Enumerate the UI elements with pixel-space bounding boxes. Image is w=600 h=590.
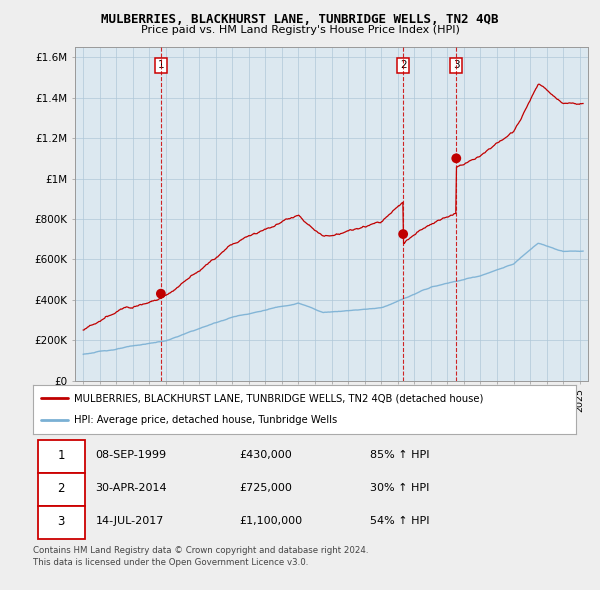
Text: 54% ↑ HPI: 54% ↑ HPI [370,516,429,526]
Point [156,289,166,299]
FancyBboxPatch shape [38,473,85,506]
Text: 85% ↑ HPI: 85% ↑ HPI [370,450,429,460]
Text: 30% ↑ HPI: 30% ↑ HPI [370,483,429,493]
Text: This data is licensed under the Open Government Licence v3.0.: This data is licensed under the Open Gov… [33,558,308,566]
Text: 2: 2 [400,60,406,70]
Point [398,230,408,239]
Text: 08-SEP-1999: 08-SEP-1999 [95,450,167,460]
Point [451,153,461,163]
Text: £430,000: £430,000 [239,450,292,460]
Text: MULBERRIES, BLACKHURST LANE, TUNBRIDGE WELLS, TN2 4QB (detached house): MULBERRIES, BLACKHURST LANE, TUNBRIDGE W… [74,394,483,404]
Text: 1: 1 [58,448,65,462]
Text: £1,100,000: £1,100,000 [239,516,302,526]
Text: 3: 3 [453,60,460,70]
Text: Contains HM Land Registry data © Crown copyright and database right 2024.: Contains HM Land Registry data © Crown c… [33,546,368,555]
Text: 30-APR-2014: 30-APR-2014 [95,483,167,493]
Text: £725,000: £725,000 [239,483,292,493]
FancyBboxPatch shape [38,440,85,473]
Text: HPI: Average price, detached house, Tunbridge Wells: HPI: Average price, detached house, Tunb… [74,415,337,425]
Text: MULBERRIES, BLACKHURST LANE, TUNBRIDGE WELLS, TN2 4QB: MULBERRIES, BLACKHURST LANE, TUNBRIDGE W… [101,13,499,26]
Text: 3: 3 [58,514,65,528]
Text: 1: 1 [158,60,164,70]
FancyBboxPatch shape [38,506,85,539]
Text: Price paid vs. HM Land Registry's House Price Index (HPI): Price paid vs. HM Land Registry's House … [140,25,460,35]
Text: 14-JUL-2017: 14-JUL-2017 [95,516,164,526]
Text: 2: 2 [58,481,65,495]
